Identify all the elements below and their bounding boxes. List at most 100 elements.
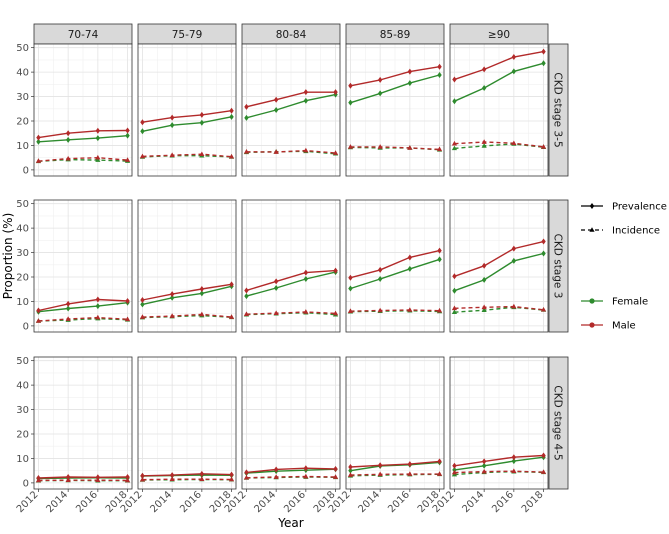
facet-strip-label: 75-79 [172, 29, 203, 41]
data-point-diamond [273, 96, 279, 103]
y-tick-label: 30 [16, 92, 29, 103]
data-point-diamond [273, 278, 279, 285]
data-point-diamond [437, 247, 442, 254]
facet-strip-label: CKD stage 4-5 [552, 385, 564, 460]
data-point-diamond [36, 134, 41, 141]
data-point-diamond [333, 465, 338, 472]
data-point-diamond [511, 257, 517, 264]
series-line-male-incidence [142, 153, 232, 158]
y-tick-label: 20 [16, 273, 29, 284]
data-point-triangle [139, 476, 146, 482]
series-line-male-incidence [454, 470, 544, 474]
y-tick-label: 40 [16, 68, 29, 79]
data-point-diamond [541, 60, 546, 67]
data-point-diamond [140, 301, 145, 308]
data-point-diamond [199, 290, 205, 297]
data-point-triangle [169, 476, 175, 482]
data-point-triangle [347, 472, 354, 477]
data-point-diamond [437, 63, 442, 70]
y-tick-label: 30 [16, 248, 29, 259]
series-line-male-incidence [454, 141, 544, 148]
data-point-diamond [452, 273, 457, 280]
data-point-triangle [124, 477, 131, 483]
y-tick-label: 0 [23, 321, 29, 332]
data-point-triangle [332, 474, 339, 479]
series-line-female-prevalence [454, 62, 544, 102]
data-point-diamond [303, 275, 309, 282]
data-point-triangle [169, 152, 175, 158]
y-tick-label: 10 [16, 141, 29, 152]
data-point-triangle [303, 309, 309, 314]
x-tick-label: 2014 [356, 489, 382, 515]
panel-border [449, 199, 549, 333]
y-tick-label: 40 [16, 224, 29, 235]
data-point-diamond [229, 107, 234, 114]
data-point-diamond [437, 458, 442, 465]
series-line-male-prevalence [38, 129, 128, 139]
data-point-diamond [95, 135, 101, 142]
facet-panel [345, 199, 445, 333]
data-point-diamond [541, 250, 546, 257]
data-point-diamond [199, 111, 205, 118]
data-point-diamond [65, 130, 71, 137]
data-point-triangle [481, 143, 487, 148]
facet-panel [345, 356, 445, 490]
data-point-diamond [125, 474, 130, 481]
data-point-triangle [65, 316, 71, 321]
data-point-diamond [169, 291, 175, 298]
data-point-diamond [437, 256, 442, 263]
x-tick-label: 2012 [15, 489, 41, 515]
data-point-diamond [36, 307, 41, 314]
series-line-female-prevalence [142, 285, 232, 306]
x-tick-label: 2016 [490, 489, 516, 515]
data-point-diamond [481, 458, 487, 465]
data-point-diamond [452, 98, 457, 105]
data-point-diamond [407, 265, 413, 272]
x-tick-label: 2016 [282, 489, 308, 515]
data-point-diamond [348, 464, 353, 470]
data-point-diamond [333, 267, 338, 274]
data-point-triangle [95, 157, 101, 162]
series-line-female-prevalence [350, 74, 440, 104]
x-tick-label: 2018 [520, 489, 546, 515]
series-line-male-prevalence [350, 460, 440, 468]
data-point-diamond [244, 287, 249, 294]
data-point-triangle [451, 309, 458, 314]
x-axis-title: Year [277, 516, 303, 530]
data-point-diamond [348, 274, 353, 281]
data-point-triangle [124, 316, 131, 322]
data-point-diamond [348, 467, 353, 474]
data-point-triangle [407, 471, 413, 476]
data-point-triangle [35, 318, 42, 323]
series-line-male-incidence [38, 316, 128, 322]
data-point-triangle [199, 311, 205, 317]
data-point-diamond [511, 53, 517, 60]
data-point-triangle [451, 469, 458, 475]
series-line-male-prevalence [350, 66, 440, 87]
data-point-diamond [303, 465, 309, 472]
y-tick-label: 40 [16, 381, 29, 392]
panel-border [33, 356, 133, 490]
series-line-male-incidence [350, 309, 440, 312]
series-line-male-incidence [350, 146, 440, 151]
data-point-diamond [95, 127, 101, 134]
legend-label: Male [612, 321, 636, 332]
x-tick-label: 2016 [386, 489, 412, 515]
facet-panel [33, 356, 133, 490]
data-point-triangle [303, 147, 309, 153]
data-point-triangle [407, 145, 413, 150]
data-point-diamond [169, 472, 175, 479]
facet-panel [345, 43, 445, 177]
facet-panel [449, 356, 549, 490]
data-point-diamond [377, 90, 383, 97]
series-line-male-incidence [454, 305, 544, 311]
facet-panel [137, 199, 237, 333]
data-point-triangle [273, 310, 279, 315]
legend-key-point [589, 298, 595, 304]
series-line-female-prevalence [246, 93, 336, 119]
legend-label: Prevalence [612, 202, 667, 213]
data-point-diamond [273, 285, 279, 291]
data-point-triangle [124, 157, 131, 162]
data-point-diamond [229, 113, 234, 120]
facet-panel [449, 199, 549, 333]
